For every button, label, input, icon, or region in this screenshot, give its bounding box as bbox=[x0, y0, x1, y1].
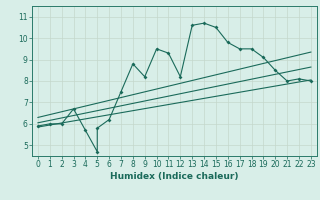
X-axis label: Humidex (Indice chaleur): Humidex (Indice chaleur) bbox=[110, 172, 239, 181]
